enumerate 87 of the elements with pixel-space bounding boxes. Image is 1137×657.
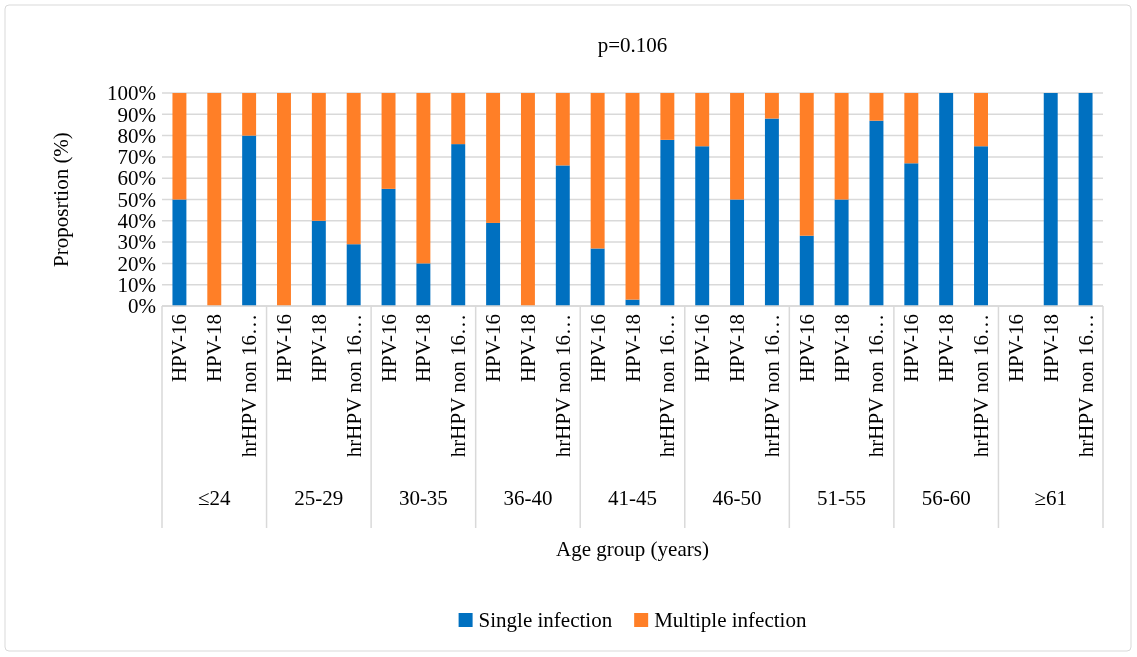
- bar: [486, 93, 501, 223]
- x-tick-label: HPV-16: [899, 314, 924, 383]
- x-tick-label: hrHPV non 16…: [341, 314, 366, 458]
- bar: [555, 93, 570, 166]
- x-tick-label: hrHPV non 16…: [550, 314, 575, 458]
- bar: [939, 93, 954, 306]
- bar: [346, 93, 361, 245]
- x-tick-label: HPV-18: [515, 314, 540, 383]
- bar: [311, 220, 326, 306]
- bar: [346, 244, 361, 306]
- x-tick-label: HPV-16: [376, 314, 401, 383]
- x-tick-label: hrHPV non 16…: [969, 314, 994, 458]
- y-axis-title: Proposrtion (%): [49, 132, 73, 267]
- text: ≥61: [1034, 486, 1067, 510]
- bar: [311, 93, 326, 221]
- bar: [381, 93, 396, 189]
- bar: [625, 93, 640, 300]
- legend-label: Multiple infection: [654, 608, 807, 632]
- bar: [486, 222, 501, 306]
- text: 30-35: [398, 486, 448, 510]
- bar: [974, 93, 988, 147]
- x-tick-label: HPV-16: [271, 314, 296, 383]
- bar: [695, 146, 710, 306]
- bar: [416, 93, 431, 264]
- bar: [904, 163, 919, 306]
- bar: [869, 120, 884, 306]
- bar: [695, 93, 710, 147]
- bar: [730, 93, 745, 200]
- bar: [869, 93, 884, 121]
- text: 51-55: [817, 486, 867, 510]
- bar: [764, 93, 779, 119]
- bar: [416, 263, 431, 306]
- bar: [381, 188, 396, 306]
- x-tick-label: hrHPV non 16…: [655, 314, 680, 458]
- x-tick-label: HPV-18: [411, 314, 436, 383]
- bar: [799, 93, 814, 236]
- x-tick-label: HPV-16: [167, 314, 192, 383]
- x-tick-label: HPV-18: [620, 314, 645, 383]
- x-tick-label: HPV-16: [690, 314, 715, 383]
- bar: [172, 199, 187, 306]
- bar: [207, 93, 222, 306]
- x-tick-label: HPV-18: [725, 314, 750, 383]
- x-tick-label: HPV-16: [1003, 314, 1028, 383]
- x-tick-label: hrHPV non 16…: [759, 314, 784, 458]
- bar: [660, 139, 675, 306]
- bar: [451, 144, 466, 306]
- x-tick-label: HPV-18: [306, 314, 331, 383]
- bar: [590, 93, 605, 249]
- text: ≤24: [198, 486, 232, 510]
- x-tick-label: HPV-18: [934, 314, 959, 383]
- bar: [451, 93, 466, 145]
- bar: [834, 199, 849, 306]
- chart-title: p=0.106: [597, 33, 668, 57]
- bar: [590, 248, 605, 306]
- x-tick-label: hrHPV non 16…: [446, 314, 471, 458]
- x-tick-label: hrHPV non 16…: [237, 314, 262, 458]
- y-tick-label: 0%: [128, 294, 156, 319]
- x-tick-label: HPV-18: [829, 314, 854, 383]
- bar: [172, 93, 187, 200]
- x-tick-label: HPV-18: [202, 314, 227, 383]
- bar: [764, 118, 779, 306]
- bar: [974, 146, 988, 306]
- bar: [555, 165, 570, 306]
- x-tick-label: hrHPV non 16…: [1073, 314, 1098, 458]
- x-tick-label: HPV-16: [585, 314, 610, 383]
- bar: [242, 93, 257, 136]
- bar: [277, 93, 291, 306]
- x-tick-label: hrHPV non 16…: [864, 314, 889, 458]
- x-tick-label: HPV-16: [481, 314, 506, 383]
- x-axis-title: Age group (years): [556, 537, 709, 561]
- bar: [799, 235, 814, 306]
- x-tick-label: HPV-18: [1038, 314, 1063, 383]
- text: 25-29: [294, 486, 344, 510]
- bar: [1078, 93, 1093, 306]
- text: 36-40: [503, 486, 553, 510]
- legend-label: Single infection: [478, 608, 613, 632]
- bar: [1043, 93, 1058, 306]
- bar: [904, 93, 919, 164]
- bar: [660, 93, 675, 140]
- x-tick-label: HPV-16: [794, 314, 819, 383]
- bar: [730, 199, 745, 306]
- bar: [520, 93, 535, 306]
- text: 41-45: [608, 486, 657, 510]
- bar: [834, 93, 849, 200]
- bar: [242, 135, 257, 306]
- text: 56-60: [921, 486, 971, 510]
- text: 46-50: [712, 486, 762, 510]
